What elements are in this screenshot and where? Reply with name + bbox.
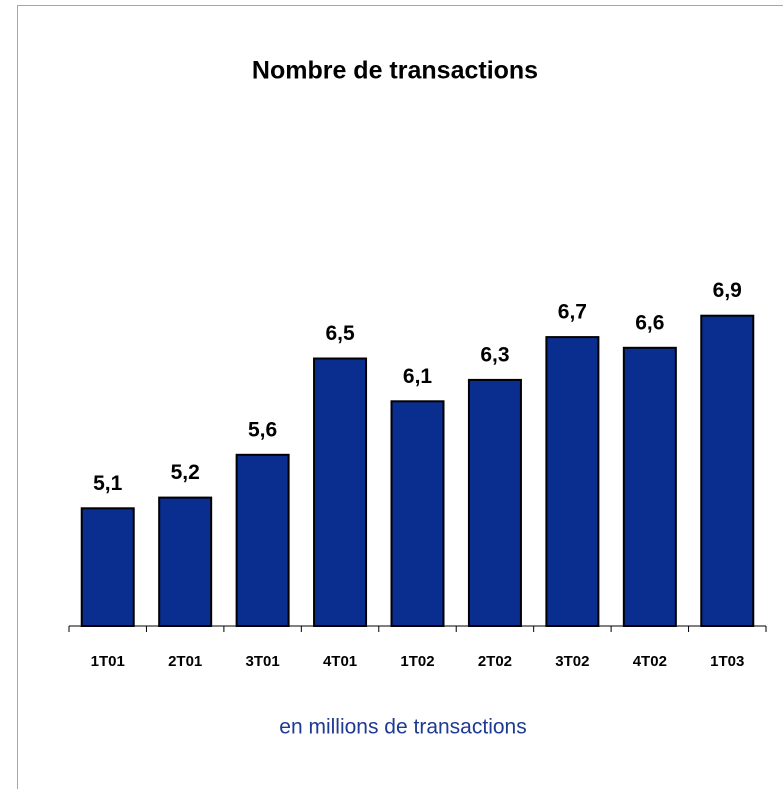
- x-tick-label: 2T02: [478, 653, 512, 670]
- value-label: 5,6: [248, 418, 277, 441]
- x-tick-label: 1T02: [400, 653, 434, 670]
- value-label: 6,3: [480, 343, 509, 366]
- x-tick-label: 4T01: [323, 653, 357, 670]
- bar: [545, 336, 600, 627]
- chart-title: Nombre de transactions: [252, 57, 538, 85]
- x-tick-label: 4T02: [633, 653, 667, 670]
- x-tick-label: 3T02: [555, 653, 589, 670]
- bar: [313, 357, 368, 627]
- bar: [158, 496, 213, 627]
- subtitle: en millions de transactions: [279, 716, 526, 739]
- x-tick-label: 2T01: [168, 653, 202, 670]
- bar: [467, 378, 522, 627]
- bar: [80, 507, 135, 627]
- value-label: 6,6: [635, 311, 664, 334]
- bar: [235, 453, 290, 627]
- bar: [700, 314, 755, 627]
- x-tick-label: 1T01: [91, 653, 125, 670]
- bar: [622, 346, 677, 627]
- value-label: 6,5: [325, 322, 355, 345]
- value-label: 5,2: [171, 461, 200, 484]
- value-label: 5,1: [93, 472, 123, 495]
- value-label: 6,7: [558, 301, 587, 324]
- value-label: 6,1: [403, 365, 433, 388]
- x-tick-label: 3T01: [246, 653, 280, 670]
- value-label: 6,9: [713, 279, 742, 302]
- bar: [390, 400, 445, 627]
- x-tick-label: 1T03: [710, 653, 744, 670]
